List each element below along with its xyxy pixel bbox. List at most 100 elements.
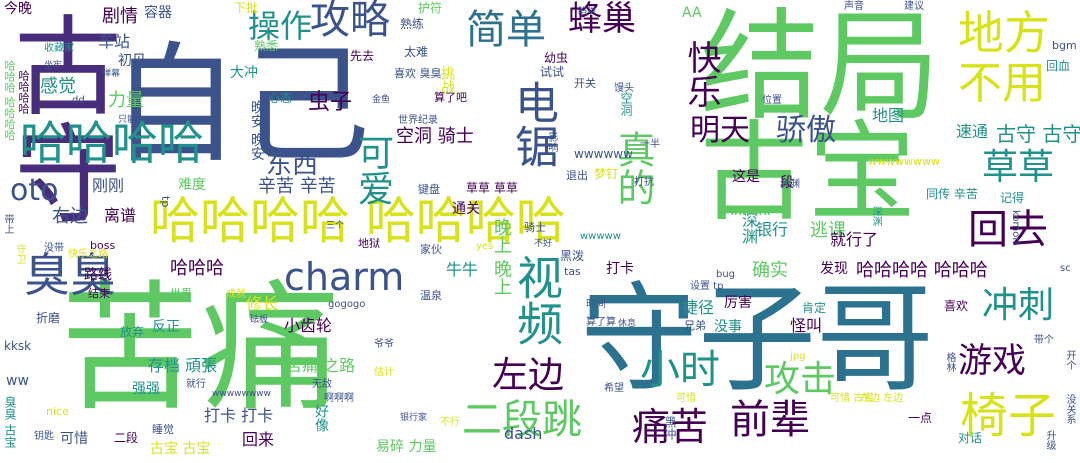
word-wanshang: 晚上 晚上	[491, 218, 512, 296]
word-suanlesuan: 算了算	[586, 317, 616, 328]
word-xiongdi: 兄弟	[684, 319, 706, 332]
word-hahaha-3: 哈哈哈	[170, 258, 224, 279]
word-xihuan: 喜欢	[944, 299, 969, 313]
word-fengchao: 蜂巢	[568, 0, 636, 39]
word-kongdong: 空洞	[619, 92, 633, 116]
word-duan: 段	[780, 175, 794, 191]
word-gongji: 攻击	[764, 359, 837, 400]
word-chujian: 初见	[118, 53, 146, 69]
word-nandu: 难度	[178, 177, 206, 193]
word-qiangqiang: 强强	[132, 381, 160, 397]
word-meidai: 没带	[44, 243, 64, 254]
word-taoke: 逃课	[810, 220, 846, 241]
word-wwwww-2: wwwww	[580, 231, 621, 242]
word-youchong: 幼虫	[544, 51, 569, 65]
word-shijiejilu: 世界纪录	[398, 115, 438, 126]
word-hufu: 护符	[418, 1, 443, 15]
word-weizhi: 位置	[762, 95, 782, 106]
word-jinwan: 今晚	[4, 1, 32, 17]
word-luxian: 路线	[84, 267, 112, 283]
word-lipu: 离谱	[104, 206, 137, 225]
word-kexi: 可惜	[60, 431, 88, 447]
word-zhemo: 折磨	[36, 311, 61, 325]
word-AA: AA	[682, 5, 702, 21]
word-tuichu: 退出	[566, 169, 588, 182]
word-meiguanxi: 没关系	[1064, 394, 1075, 424]
word-tp: tp	[159, 196, 172, 208]
word-gushou-gushou: 古守 古守	[996, 122, 1080, 146]
word-xiaochilun: 小齿轮	[284, 316, 333, 335]
word-xianjing: 陷阱	[578, 7, 597, 17]
word-hahaha-teal: 哈哈哈哈	[20, 116, 204, 170]
word-charm: charm	[284, 255, 405, 299]
word-shulian: 熟练	[400, 17, 425, 31]
word-jiuxing: 就行	[186, 379, 206, 390]
word-yinhang: 银行	[756, 220, 789, 239]
word-shuxi: 熟悉	[254, 39, 279, 53]
word-hahaha-v1: 哈哈哈 哈哈哈哈	[3, 60, 16, 141]
word-boss: boss	[90, 239, 116, 252]
word-guaijiao: 怪叫	[790, 316, 823, 335]
word-jiaoao: 骄傲	[776, 113, 836, 148]
word-qianbei: 前辈	[730, 397, 810, 443]
word-tas: tas	[564, 265, 581, 278]
word-juqing: 剧情	[102, 6, 138, 27]
word-diyu: 地狱	[358, 237, 380, 250]
word-tongku: 痛苦	[632, 405, 709, 449]
word-shouzige: 守子哥	[580, 270, 935, 408]
word-shouwei: 守卫	[14, 244, 25, 264]
word-hahaha-big: 哈哈哈哈 哈哈哈哈	[150, 192, 566, 250]
word-jide: 记得	[1000, 191, 1025, 205]
word-yingxiang: 影响	[546, 132, 557, 152]
word-rongqi: 容器	[144, 5, 172, 21]
word-shijian: 时间	[586, 299, 606, 310]
word-zuobian: 左边	[492, 355, 565, 396]
word-xihuan-chouchou: 喜欢 臭臭	[394, 67, 442, 80]
word-queshi: 确实	[752, 260, 788, 281]
word-hahaha-2: 哈哈哈哈 哈哈哈	[856, 260, 988, 281]
word-meishi: 没事	[714, 319, 742, 335]
word-wwwwww: wwwwww	[574, 147, 633, 161]
word-gelin: 格林	[944, 352, 955, 372]
word-yeye: 爷爷	[374, 339, 394, 350]
word-nice: nice	[46, 405, 69, 418]
word-dongxi: 东西	[266, 150, 319, 180]
word-bgm: bgm	[1052, 39, 1077, 52]
word-heichong: 黑冲	[663, 416, 677, 440]
word-shuijiao: 睡觉	[152, 423, 174, 436]
word-oto: oto	[10, 173, 59, 208]
word-duihua: 对话	[958, 431, 983, 445]
word-zuolao: 坐牢	[44, 61, 63, 71]
word-fanzheng: 反正	[152, 319, 180, 335]
word-xiwang: 希望	[604, 383, 624, 394]
word-jiuxingle: 就行了	[830, 230, 879, 249]
word-xianqu: 先去	[350, 49, 375, 63]
word-guji: 估计	[374, 367, 394, 378]
word-erduan: 二段	[114, 431, 139, 445]
word-qishi: 骑士	[524, 221, 546, 234]
word-zheshi: 这是	[732, 169, 760, 185]
word-chouchou: 臭臭	[24, 248, 116, 302]
word-tainan: 太难	[404, 45, 429, 59]
word-hahaha-v2: 哈哈哈哈	[17, 70, 30, 114]
word-aaaa: 啊啊啊	[324, 393, 354, 404]
word-kuaile: 快乐	[681, 40, 721, 108]
word-kaiguan: 开关	[574, 77, 596, 90]
word-sc: sc	[1060, 263, 1071, 274]
word-chezhan: 车站	[98, 32, 131, 51]
word-xinku: 辛苦 辛苦	[258, 176, 336, 197]
word-sutong: 速通	[956, 122, 989, 141]
word-xintai: 心态	[268, 91, 293, 105]
word-caocao2: 草草 草草	[466, 181, 518, 195]
word-dd: dd	[72, 95, 85, 106]
word-jinyu: 金鱼	[372, 95, 391, 105]
word-wwwwwwww: wwwwwwww	[212, 389, 271, 399]
word-daige: 带个	[1034, 335, 1054, 346]
word-gogogo: gogogo	[328, 299, 366, 310]
word-wwwwwwww-y: wwwwwwww	[868, 155, 940, 168]
word-sange: 三个	[326, 221, 345, 231]
word-suanleba: 算了吧	[434, 91, 467, 104]
word-jianyi: 建议	[904, 1, 924, 12]
word-difang: 地方	[958, 6, 1050, 60]
